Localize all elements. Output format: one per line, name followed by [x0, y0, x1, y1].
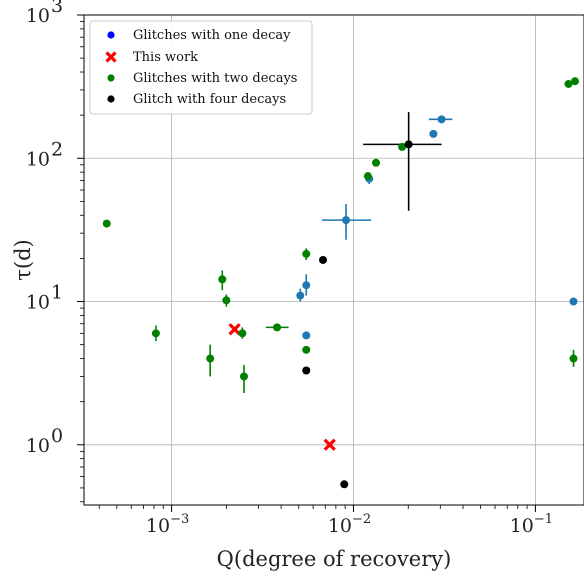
data-point-this-work: [323, 438, 336, 451]
data-point-glitches-with-one-decay: [296, 291, 305, 300]
data-point-glitches-with-one-decay: [302, 331, 311, 340]
data-point-this-work: [228, 323, 241, 336]
data-point-glitches-with-two-decays: [238, 329, 247, 338]
data-point-glitches-with-one-decay: [429, 129, 438, 138]
legend-marker-glitches-with-one-decay: [107, 31, 115, 39]
data-point-glitch-with-four-decays: [340, 480, 349, 489]
data-point-glitches-with-two-decays: [302, 345, 311, 354]
y-tick-label: 10: [26, 5, 50, 27]
plot-frame: [83, 14, 584, 506]
axes-frame: [83, 14, 584, 506]
y-tick-exponent: 0: [51, 425, 63, 447]
data-point-glitches-with-one-decay: [569, 297, 578, 306]
data-point-glitch-with-four-decays: [404, 140, 413, 149]
y-tick-exponent: 1: [51, 282, 63, 304]
data-point-glitches-with-one-decay: [302, 281, 311, 290]
legend-label-two-decays: Glitches with two decays: [133, 71, 297, 86]
data-point-glitches-with-two-decays: [222, 296, 231, 305]
data-point-glitches-with-one-decay: [342, 216, 351, 225]
data-point-glitches-with-two-decays: [218, 275, 227, 284]
y-tick-label: 10: [26, 435, 50, 457]
legend-label-four-decays: Glitch with four decays: [133, 92, 286, 107]
legend-label-one-decay: Glitches with one decay: [133, 28, 291, 43]
major-ticks: [77, 14, 536, 512]
data-point-glitches-with-two-decays: [273, 323, 282, 332]
data-point-glitches-with-two-decays: [372, 158, 381, 167]
legend-label-this-work: This work: [133, 50, 198, 65]
y-tick-label: 10: [26, 292, 50, 314]
legend-markers: [105, 31, 117, 103]
data-point-glitches-with-two-decays: [398, 142, 407, 151]
data-point-glitches-with-two-decays: [564, 79, 573, 88]
data-point-glitch-with-four-decays: [319, 255, 328, 264]
data-point-glitches-with-two-decays: [151, 329, 160, 338]
legend-marker-glitch-with-four-decays: [107, 95, 115, 103]
minor-ticks: [80, 21, 528, 509]
y-tick-label: 10: [26, 148, 50, 170]
data-point-glitches-with-two-decays: [206, 354, 215, 363]
legend-box: [89, 20, 313, 115]
legend-marker-glitches-with-two-decays: [107, 74, 115, 82]
legend-marker-this-work: [105, 51, 117, 63]
y-tick-exponent: 2: [51, 138, 63, 160]
data-point-glitches-with-two-decays: [570, 77, 579, 86]
y-axis-title: τ(d): [11, 239, 35, 280]
data-point-glitches-with-two-decays: [239, 372, 248, 381]
x-axis-title: Q(degree of recovery): [217, 547, 452, 571]
data-point-glitches-with-one-decay: [437, 115, 446, 124]
data-point-glitches-with-two-decays: [102, 219, 111, 228]
x-tick-label: 10−2: [328, 512, 371, 537]
data-point-glitches-with-two-decays: [363, 172, 372, 181]
data-point-glitches-with-two-decays: [569, 354, 578, 363]
data-point-glitches-with-two-decays: [302, 249, 311, 258]
legend: Glitches with one decay This work Glitch…: [89, 20, 313, 115]
y-tick-exponent: 3: [51, 0, 63, 17]
x-tick-label: 10−1: [510, 512, 553, 537]
x-tick-label: 10−3: [146, 512, 189, 537]
data-point-glitch-with-four-decays: [302, 366, 311, 375]
data-markers: [102, 77, 579, 489]
